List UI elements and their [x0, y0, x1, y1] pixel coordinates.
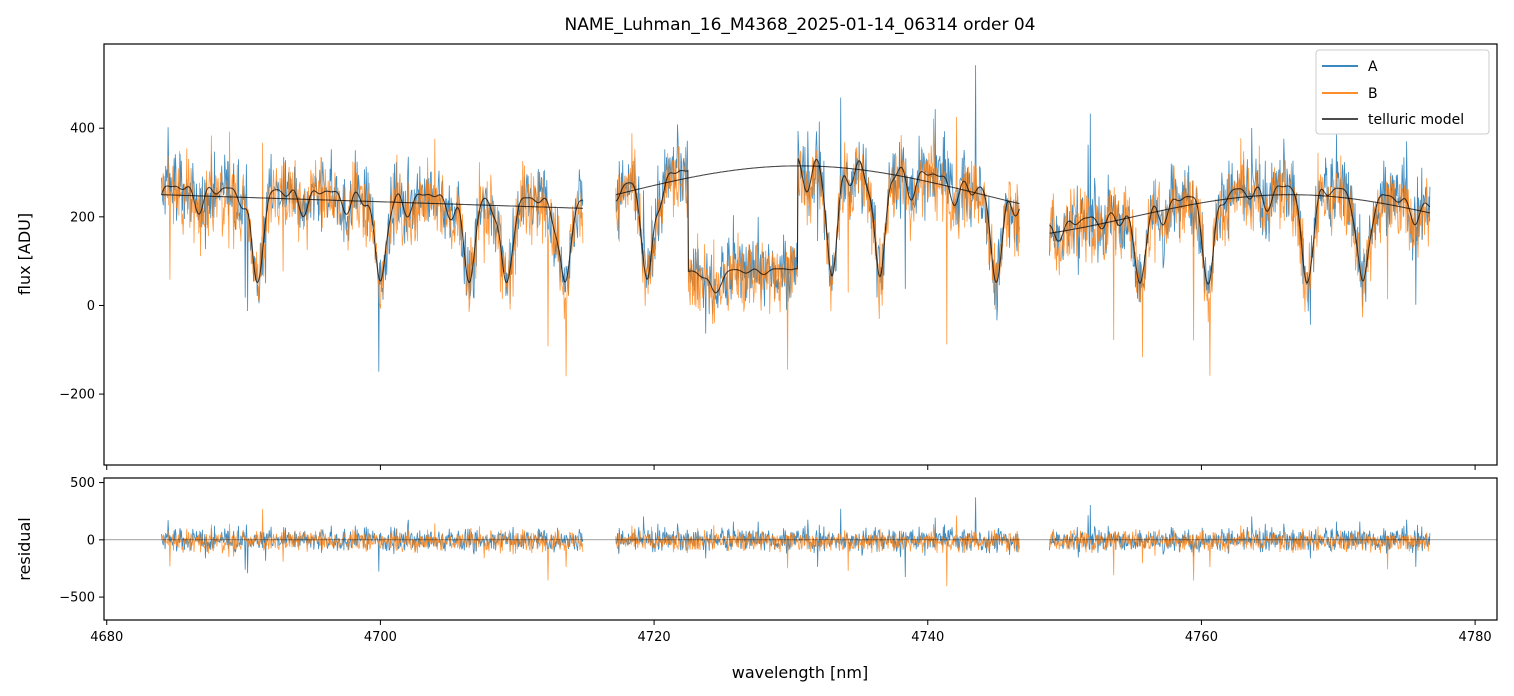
chart-title: NAME_Luhman_16_M4368_2025-01-14_06314 or…: [565, 15, 1036, 35]
residual-ytick-label: −500: [59, 591, 95, 606]
residual-ytick-label: 500: [70, 476, 95, 491]
series-a-line-seg1: [615, 65, 1020, 334]
flux-ytick-label: 200: [70, 210, 95, 225]
residual-panel: −500 0 500 4680 4700 4720 4740 4760 4780 residu…: [15, 476, 1498, 682]
flux-ytick-label: 0: [87, 299, 95, 314]
residual-a-line-seg1: [615, 497, 1020, 578]
flux-panel: −200 0 200 400 flux [ADU] A B telluric mode…: [15, 43, 1498, 470]
flux-y-ticks: −200 0 200 400: [59, 122, 104, 403]
telluric-model-line-seg2: [1049, 185, 1431, 285]
residual-b-line-seg0: [161, 508, 584, 581]
residual-b-line-seg2: [1049, 525, 1431, 581]
residual-axes-frame: [103, 477, 1498, 621]
legend-label-telluric: telluric model: [1368, 112, 1464, 128]
residual-y-ticks: −500 0 500: [59, 476, 104, 606]
residual-xtick-label: 4760: [1185, 630, 1218, 645]
flux-ytick-label: −200: [59, 388, 95, 403]
residual-ytick-label: 0: [87, 533, 95, 548]
series-b-line-seg1: [615, 116, 1020, 370]
residual-series-group: [104, 497, 1497, 587]
residual-b-line-seg1: [615, 515, 1020, 587]
flux-axes-frame: [103, 43, 1498, 466]
flux-x-ticks: [106, 465, 1476, 470]
flux-series-group: [160, 65, 1431, 377]
series-b-line-seg0: [161, 131, 584, 377]
flux-y-label: flux [ADU]: [15, 213, 34, 295]
telluric-continuum-line-seg2: [1049, 194, 1431, 234]
residual-xtick-label: 4740: [911, 630, 944, 645]
residual-xtick-label: 4700: [364, 630, 397, 645]
series-b-line-seg2: [1049, 138, 1431, 376]
series-a-line-seg0: [161, 127, 584, 372]
legend-label-b: B: [1368, 86, 1378, 102]
residual-a-line-seg2: [1049, 504, 1431, 567]
telluric-model-line-seg1: [615, 158, 1020, 294]
flux-ytick-label: 400: [70, 122, 95, 137]
x-axis-label: wavelength [nm]: [732, 663, 869, 682]
legend-label-a: A: [1368, 59, 1378, 75]
legend-box: [1315, 49, 1490, 135]
telluric-model-line-seg0: [160, 185, 583, 284]
telluric-continuum-line-seg0: [161, 194, 583, 209]
residual-xtick-label: 4720: [638, 630, 671, 645]
legend: A B telluric model: [1315, 49, 1490, 135]
residual-x-ticks: 4680 4700 4720 4740 4760 4780: [90, 620, 1492, 645]
telluric-continuum-line-seg1: [615, 165, 1020, 205]
residual-y-label: residual: [15, 517, 34, 580]
residual-xtick-label: 4780: [1459, 630, 1492, 645]
residual-xtick-label: 4680: [90, 630, 123, 645]
residual-a-line-seg0: [161, 519, 584, 574]
